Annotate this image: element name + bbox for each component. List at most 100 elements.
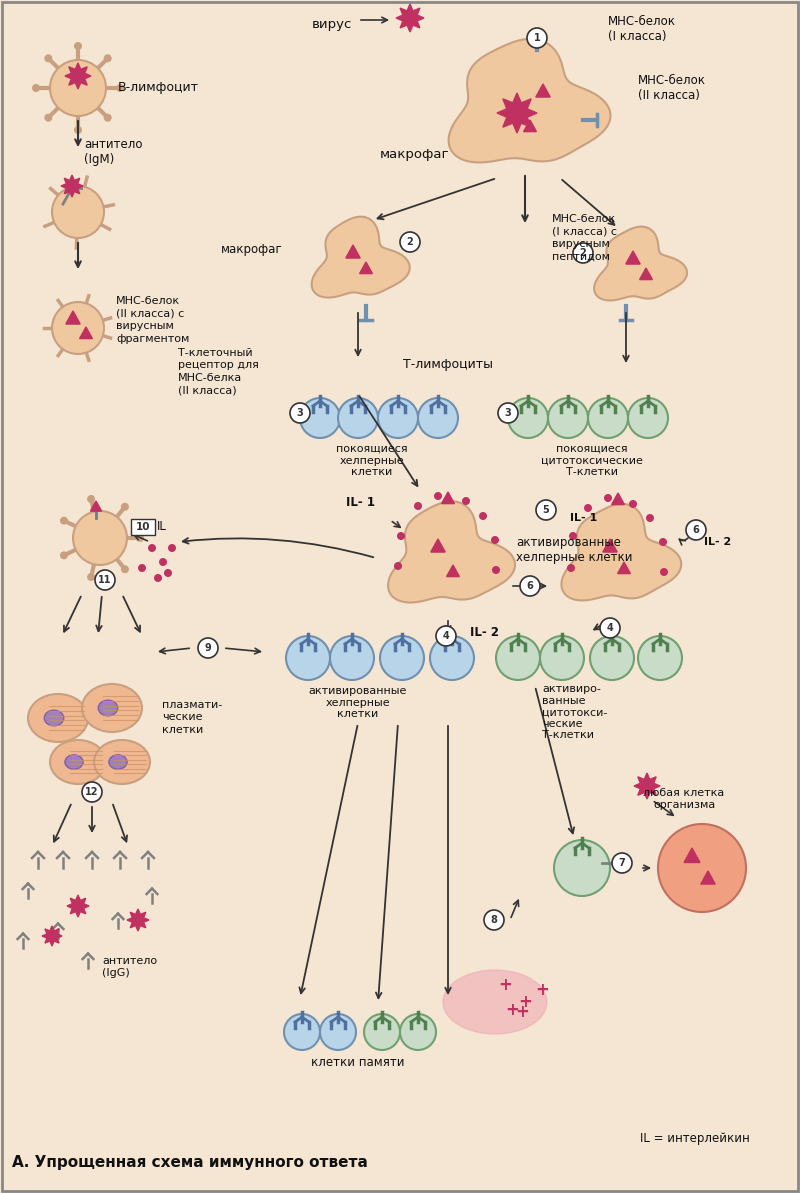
Polygon shape	[562, 503, 682, 600]
Text: А. Упрощенная схема иммунного ответа: А. Упрощенная схема иммунного ответа	[12, 1155, 368, 1170]
Text: активиро-
ванные
цитотокси-
ческие
Т-клетки: активиро- ванные цитотокси- ческие Т-кле…	[542, 684, 607, 741]
Polygon shape	[603, 539, 618, 552]
Circle shape	[548, 398, 588, 438]
Circle shape	[121, 502, 129, 511]
Text: МНС-белок
(II класса) с
вирусным
фрагментом: МНС-белок (II класса) с вирусным фрагмен…	[116, 296, 190, 344]
Circle shape	[44, 55, 52, 62]
Circle shape	[380, 636, 424, 680]
Text: +: +	[505, 1001, 519, 1019]
Text: IL- 1: IL- 1	[570, 513, 598, 523]
Circle shape	[394, 562, 402, 570]
Circle shape	[60, 517, 68, 525]
Text: антитело
(IgM): антитело (IgM)	[84, 138, 142, 166]
Circle shape	[584, 503, 592, 512]
Text: 6: 6	[693, 525, 699, 534]
Polygon shape	[65, 63, 91, 89]
Circle shape	[686, 520, 706, 540]
Text: 11: 11	[98, 575, 112, 585]
Circle shape	[74, 42, 82, 50]
Circle shape	[397, 532, 405, 540]
Text: плазмати-
ческие
клетки: плазмати- ческие клетки	[162, 700, 222, 735]
Circle shape	[628, 398, 668, 438]
Polygon shape	[626, 251, 640, 264]
Circle shape	[569, 532, 577, 540]
Ellipse shape	[98, 700, 118, 716]
Polygon shape	[612, 493, 624, 505]
Circle shape	[290, 403, 310, 424]
Ellipse shape	[50, 740, 106, 784]
Text: 8: 8	[490, 915, 498, 925]
Text: антитело
(IgG): антитело (IgG)	[102, 956, 157, 978]
Circle shape	[659, 538, 667, 546]
Circle shape	[660, 568, 668, 576]
Circle shape	[479, 512, 487, 520]
Circle shape	[540, 636, 584, 680]
FancyBboxPatch shape	[131, 519, 155, 534]
Text: IL- 2: IL- 2	[704, 537, 731, 548]
Text: покоящиеся
хелперные
клетки: покоящиеся хелперные клетки	[336, 444, 408, 477]
Circle shape	[590, 636, 634, 680]
Text: макрофаг: макрофаг	[221, 243, 283, 256]
Circle shape	[116, 84, 124, 92]
Text: 4: 4	[606, 623, 614, 633]
Circle shape	[87, 495, 95, 503]
Circle shape	[164, 569, 172, 577]
Circle shape	[520, 576, 540, 596]
Circle shape	[588, 398, 628, 438]
Text: 3: 3	[505, 408, 511, 418]
Circle shape	[400, 1014, 436, 1050]
Circle shape	[434, 492, 442, 500]
Circle shape	[484, 910, 504, 931]
Polygon shape	[90, 501, 102, 511]
Circle shape	[508, 398, 548, 438]
Text: 4: 4	[442, 631, 450, 641]
Circle shape	[32, 84, 40, 92]
Circle shape	[554, 840, 610, 896]
Circle shape	[338, 398, 378, 438]
Text: МНС-белок
(I класса) с
вирусным
пептидом: МНС-белок (I класса) с вирусным пептидом	[552, 215, 617, 261]
Circle shape	[74, 126, 82, 134]
Polygon shape	[127, 909, 149, 931]
Circle shape	[159, 558, 167, 565]
Text: МНС-белок
(I класса): МНС-белок (I класса)	[608, 16, 676, 43]
Ellipse shape	[94, 740, 150, 784]
Circle shape	[87, 573, 95, 581]
Polygon shape	[388, 501, 515, 602]
Circle shape	[496, 636, 540, 680]
Text: активированные
хелперные
клетки: активированные хелперные клетки	[309, 686, 407, 719]
Text: вирус: вирус	[312, 18, 352, 31]
Circle shape	[436, 626, 456, 645]
Polygon shape	[634, 773, 660, 799]
Text: 2: 2	[406, 237, 414, 247]
Text: IL = интерлейкин: IL = интерлейкин	[640, 1132, 750, 1145]
Text: 10: 10	[136, 523, 150, 532]
Polygon shape	[312, 217, 410, 297]
Polygon shape	[594, 227, 687, 301]
Ellipse shape	[109, 755, 127, 769]
Polygon shape	[684, 848, 700, 863]
Polygon shape	[449, 39, 610, 162]
Ellipse shape	[28, 694, 88, 742]
Text: активированные
хелперные клетки: активированные хелперные клетки	[516, 536, 633, 564]
Circle shape	[198, 638, 218, 659]
Circle shape	[138, 564, 146, 571]
Circle shape	[121, 565, 129, 574]
Circle shape	[604, 494, 612, 502]
Circle shape	[104, 55, 112, 62]
Text: Т-лимфоциты: Т-лимфоциты	[403, 358, 493, 371]
Polygon shape	[446, 565, 459, 576]
Polygon shape	[701, 871, 715, 884]
Text: 12: 12	[86, 787, 98, 797]
Text: макрофаг: макрофаг	[380, 148, 450, 161]
Circle shape	[492, 565, 500, 574]
Polygon shape	[360, 262, 372, 273]
Circle shape	[284, 1014, 320, 1050]
Polygon shape	[430, 539, 445, 552]
Text: +: +	[535, 981, 549, 999]
Circle shape	[60, 551, 68, 560]
Polygon shape	[443, 970, 547, 1034]
Circle shape	[95, 570, 115, 591]
Text: Т-клеточный
рецептор для
МНС-белка
(II класса): Т-клеточный рецептор для МНС-белка (II к…	[178, 348, 259, 395]
Text: 7: 7	[618, 858, 626, 869]
Circle shape	[52, 186, 104, 237]
